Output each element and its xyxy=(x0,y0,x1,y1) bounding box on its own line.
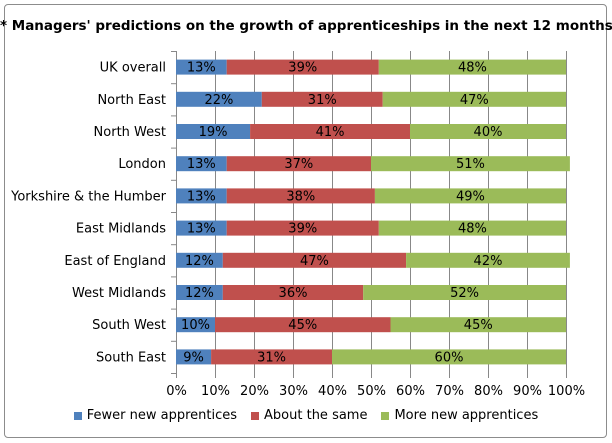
data-label: 13% xyxy=(187,61,216,76)
data-label: 41% xyxy=(316,125,345,140)
bar-segment xyxy=(332,349,566,365)
bar-segment xyxy=(176,124,251,139)
legend-item: About the same xyxy=(251,408,367,423)
chart-title: * Managers' predictions on the growth of… xyxy=(0,18,612,34)
data-label: 49% xyxy=(456,189,485,204)
bar-segment xyxy=(176,59,227,75)
data-label: 39% xyxy=(288,61,317,76)
data-label: 22% xyxy=(204,93,233,108)
x-tick-label: 0% xyxy=(166,384,187,399)
bar-segment xyxy=(371,156,570,172)
bar-segment xyxy=(176,91,262,107)
bar-segment xyxy=(226,220,379,236)
category-label: North East xyxy=(97,93,166,108)
data-label: 48% xyxy=(458,61,487,76)
x-tick-label: 50% xyxy=(357,384,386,399)
bar-segment xyxy=(176,220,227,236)
legend-label: About the same xyxy=(264,408,368,423)
bar-segment xyxy=(176,156,227,172)
x-tick-label: 90% xyxy=(513,384,542,399)
bar-segment xyxy=(176,252,223,268)
data-label: 9% xyxy=(183,350,204,365)
legend-label: Fewer new apprentices xyxy=(86,408,238,423)
bar-segment xyxy=(176,317,215,333)
data-label: 10% xyxy=(181,318,210,333)
bar-segment xyxy=(378,59,566,75)
bar-segment xyxy=(363,285,566,300)
x-tick-label: 30% xyxy=(279,384,308,399)
data-label: 31% xyxy=(308,93,337,108)
data-label: 38% xyxy=(286,189,315,204)
x-tick-label: 20% xyxy=(240,384,269,399)
bar-segment xyxy=(250,124,410,139)
data-label: 13% xyxy=(187,222,216,237)
bar-segment xyxy=(374,188,566,204)
data-label: 45% xyxy=(464,318,493,333)
x-tick-label: 100% xyxy=(548,384,585,399)
bar-segment xyxy=(261,91,383,107)
legend-swatch xyxy=(251,411,260,420)
category-label: East Midlands xyxy=(76,222,166,237)
data-label: 48% xyxy=(458,222,487,237)
data-label: 60% xyxy=(435,350,464,365)
category-label: South West xyxy=(92,318,166,333)
x-tick-label: 70% xyxy=(435,384,464,399)
data-label: 42% xyxy=(474,254,503,269)
category-label: Yorkshire & the Humber xyxy=(10,189,167,204)
bar-segment xyxy=(226,188,375,204)
bar-segment xyxy=(410,124,566,139)
chart-legend: Fewer new apprentices About the same More … xyxy=(0,408,612,423)
data-label: 39% xyxy=(288,222,317,237)
bar-segment xyxy=(176,285,223,300)
data-label: 31% xyxy=(257,350,286,365)
bar-segment xyxy=(226,59,379,75)
data-label: 47% xyxy=(300,254,329,269)
bar-segment xyxy=(176,188,227,204)
category-label: UK overall xyxy=(100,61,166,76)
category-label: London xyxy=(118,157,166,172)
bar-segment xyxy=(382,91,566,107)
bar-segment xyxy=(215,317,391,333)
legend-swatch xyxy=(73,411,82,420)
data-label: 36% xyxy=(279,286,308,301)
data-label: 47% xyxy=(460,93,489,108)
data-label: 13% xyxy=(187,157,216,172)
bar-segment xyxy=(176,349,212,365)
data-label: 52% xyxy=(450,286,479,301)
data-label: 12% xyxy=(185,286,214,301)
x-tick-label: 80% xyxy=(474,384,503,399)
data-label: 40% xyxy=(474,125,503,140)
x-tick-label: 40% xyxy=(318,384,347,399)
legend-item: More new apprentices xyxy=(381,408,538,423)
bar-segment xyxy=(222,285,364,300)
bar-segment xyxy=(406,252,570,268)
data-label: 13% xyxy=(187,189,216,204)
bar-segment xyxy=(222,252,407,268)
bar-segment xyxy=(390,317,566,333)
category-label: East of England xyxy=(64,254,166,269)
category-label: West Midlands xyxy=(72,286,166,301)
data-label: 37% xyxy=(284,157,313,172)
bar-segment xyxy=(211,349,332,365)
x-tick-label: 10% xyxy=(201,384,230,399)
category-label: North West xyxy=(94,125,166,140)
bar-segment xyxy=(378,220,566,236)
data-label: 45% xyxy=(288,318,317,333)
x-tick-label: 60% xyxy=(396,384,425,399)
data-label: 19% xyxy=(199,125,228,140)
data-label: 12% xyxy=(185,254,214,269)
legend-swatch xyxy=(381,411,390,420)
legend-item: Fewer new apprentices xyxy=(73,408,238,423)
data-label: 51% xyxy=(456,157,485,172)
legend-label: More new apprentices xyxy=(394,408,539,423)
category-label: South East xyxy=(96,350,166,365)
bar-segment xyxy=(226,156,371,172)
